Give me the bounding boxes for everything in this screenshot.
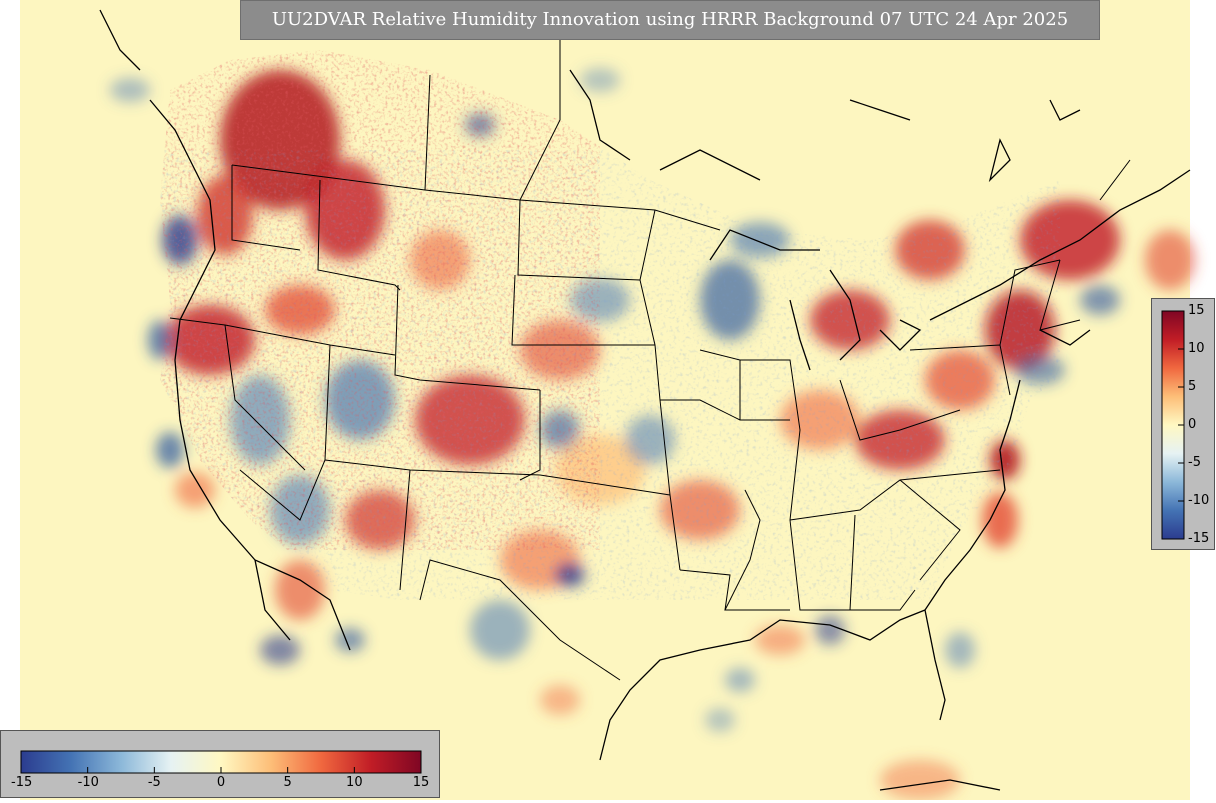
colorbar-tick-label: 10 <box>346 775 363 790</box>
coastlines <box>99 9 1191 791</box>
horizontal-colorbar-gradient <box>20 750 422 774</box>
horizontal-colorbar: -15 -10 -5 0 5 10 15 <box>0 730 440 798</box>
page-title: UU2DVAR Relative Humidity Innovation usi… <box>271 9 1069 30</box>
colorbar-tick-label: -15 <box>1188 531 1210 546</box>
title-banner: UU2DVAR Relative Humidity Innovation usi… <box>240 0 1100 40</box>
colorbar-tick-label: -5 <box>1188 455 1201 470</box>
colorbar-tick-label: 0 <box>216 775 226 790</box>
vertical-colorbar-gradient <box>1161 310 1185 540</box>
colorbar-tick-label: -10 <box>1188 493 1210 508</box>
colorbar-tick-label: -15 <box>11 775 33 790</box>
colorbar-tick-label: -5 <box>147 775 161 790</box>
colorbar-tick-label: 15 <box>1188 303 1205 318</box>
colorbar-tick-label: 10 <box>1188 341 1205 356</box>
colorbar-tick-label: 5 <box>283 775 292 790</box>
colorbar-tick-label: 0 <box>1188 417 1197 432</box>
colorbar-tick-label: 15 <box>412 775 430 790</box>
colorbar-tick-label: 5 <box>1188 379 1197 394</box>
colorbar-tick-label: -10 <box>77 775 99 790</box>
vertical-colorbar: -15 -10 -5 0 5 10 15 <box>1151 298 1215 550</box>
state-borders <box>169 40 1131 681</box>
